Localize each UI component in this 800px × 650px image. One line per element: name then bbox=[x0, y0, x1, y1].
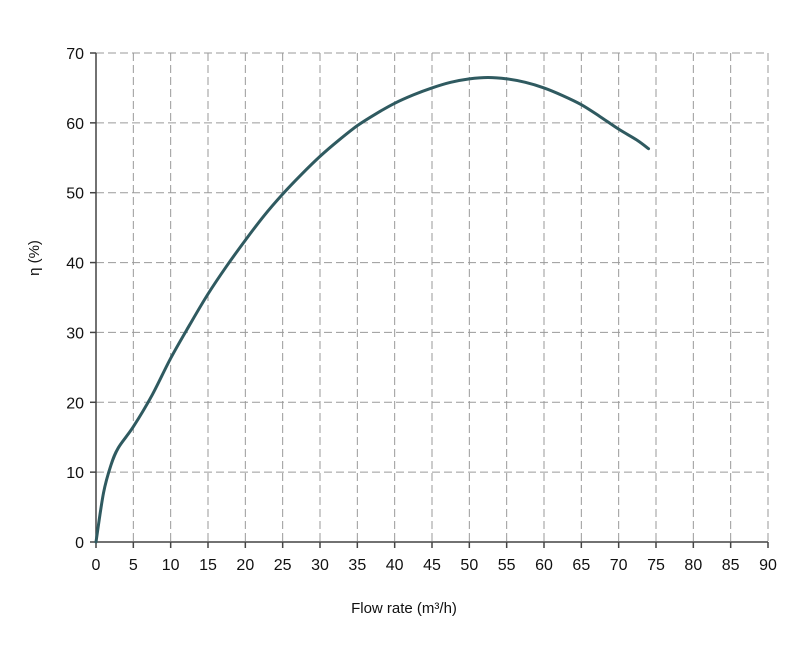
grid bbox=[96, 52, 769, 542]
y-tick-label-5: 50 bbox=[66, 186, 84, 203]
x-axis-title: Flow rate (m³/h) bbox=[351, 600, 457, 617]
x-tick-label-16: 80 bbox=[684, 557, 702, 574]
x-tick-label-1: 5 bbox=[129, 557, 138, 574]
x-tick-label-13: 65 bbox=[572, 557, 590, 574]
axes bbox=[90, 52, 769, 548]
series-line-0 bbox=[94, 75, 651, 544]
y-tick-label-6: 60 bbox=[66, 116, 84, 133]
y-tick-label-1: 10 bbox=[66, 465, 84, 482]
x-tick-label-17: 85 bbox=[722, 557, 740, 574]
x-tick-label-7: 35 bbox=[348, 557, 366, 574]
x-tick-label-8: 40 bbox=[386, 557, 404, 574]
y-tick-label-4: 40 bbox=[66, 256, 84, 273]
y-tick-label-3: 30 bbox=[66, 325, 84, 342]
y-axis-title: η (%) bbox=[26, 240, 43, 276]
x-tick-label-14: 70 bbox=[610, 557, 628, 574]
y-tick-label-2: 20 bbox=[66, 395, 84, 412]
tick-labels: 0 5 10 15 20 25 30 35 40 45 50 55 60 65 70 75 80 85 90 0 10 2… bbox=[66, 46, 777, 574]
x-tick-label-18: 90 bbox=[759, 557, 777, 574]
y-tick-label-0: 0 bbox=[75, 535, 84, 552]
x-tick-label-6: 30 bbox=[311, 557, 329, 574]
x-tick-label-4: 20 bbox=[236, 557, 254, 574]
x-tick-label-12: 60 bbox=[535, 557, 553, 574]
x-tick-label-9: 45 bbox=[423, 557, 441, 574]
x-tick-label-10: 50 bbox=[460, 557, 478, 574]
y-tick-label-7: 70 bbox=[66, 46, 84, 63]
series-layer bbox=[94, 75, 651, 544]
x-tick-label-11: 55 bbox=[498, 557, 516, 574]
x-tick-label-0: 0 bbox=[92, 557, 101, 574]
x-tick-label-3: 15 bbox=[199, 557, 217, 574]
x-tick-label-5: 25 bbox=[274, 557, 292, 574]
x-tick-label-2: 10 bbox=[162, 557, 180, 574]
x-tick-label-15: 75 bbox=[647, 557, 665, 574]
